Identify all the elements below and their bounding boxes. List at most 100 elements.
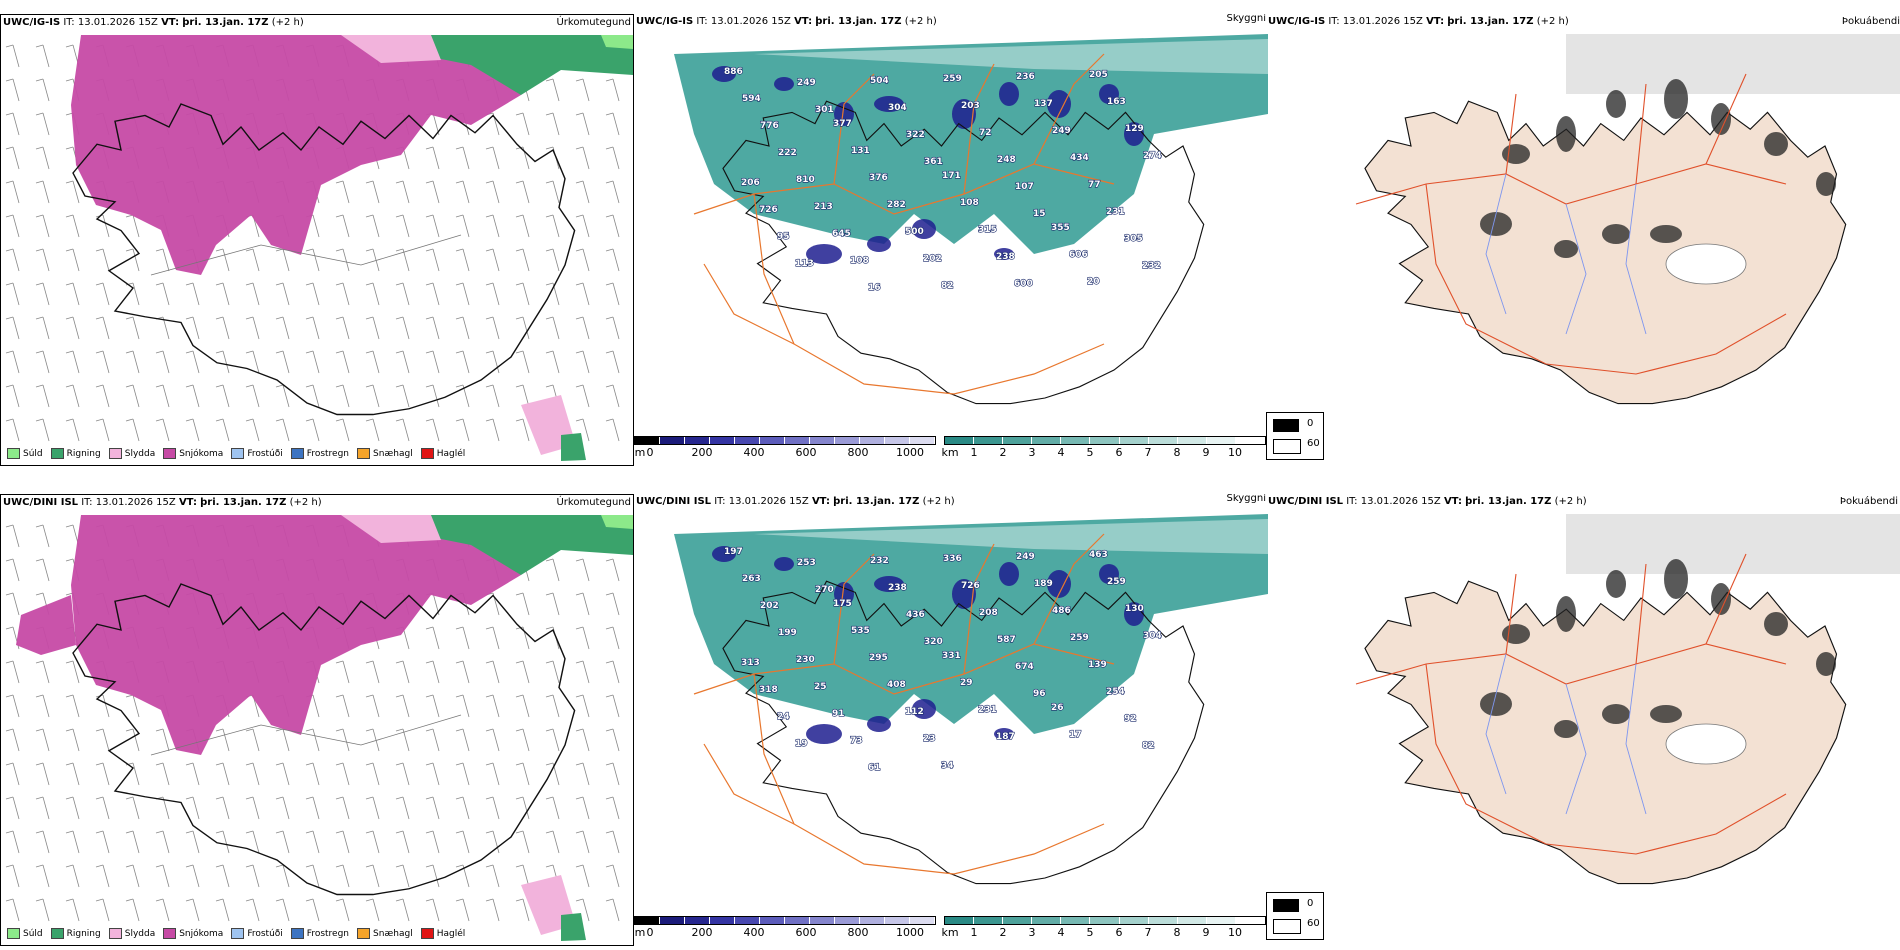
panel-header: UWC/IG-IS IT: 13.01.2026 15Z VT: þri. 13… xyxy=(1266,14,1900,30)
wind-barb xyxy=(365,248,380,272)
wind-barb xyxy=(605,694,620,718)
colorbar-swatch xyxy=(910,917,935,924)
fog-patch xyxy=(1764,132,1788,156)
legend-swatch xyxy=(231,928,245,939)
colorbar-swatch xyxy=(1206,437,1236,444)
wind-barb xyxy=(245,796,260,820)
wind-barb xyxy=(335,694,350,718)
wind-barb xyxy=(245,728,260,752)
wind-barb xyxy=(575,592,590,616)
vt-label: VT: xyxy=(1443,496,1462,507)
legend-item: Snæhagl xyxy=(357,448,413,459)
wind-barb xyxy=(455,660,470,684)
it-label: IT: xyxy=(696,16,708,27)
it-label: IT: xyxy=(81,497,93,508)
haze-area xyxy=(754,39,1268,74)
fog-index-map xyxy=(1355,34,1900,405)
river xyxy=(1565,683,1587,815)
wind-barb xyxy=(485,660,500,684)
wind-barb xyxy=(515,248,530,272)
cloud-base-label: 73 xyxy=(850,736,863,746)
wind-barb xyxy=(35,78,50,102)
wind-barb xyxy=(515,796,530,820)
wind-barb xyxy=(335,214,350,238)
wind-barb xyxy=(425,796,440,820)
colorbar-tick-label: 7 xyxy=(1144,926,1152,939)
wind-barb xyxy=(125,830,140,854)
fog-patch xyxy=(1711,103,1731,135)
road xyxy=(703,263,795,345)
colorbar-swatch xyxy=(660,437,685,444)
wind-barb xyxy=(35,796,50,820)
wind-barb xyxy=(455,214,470,238)
wind-barb xyxy=(425,694,440,718)
wind-barb xyxy=(395,796,410,820)
wind-barb xyxy=(395,762,410,786)
wind-barb xyxy=(5,248,20,272)
low-visibility-area xyxy=(674,34,1268,254)
wind-barb xyxy=(125,694,140,718)
wind-barb xyxy=(35,898,50,922)
fog-patch xyxy=(1554,720,1578,738)
road xyxy=(1705,553,1747,645)
wind-barb xyxy=(275,864,290,888)
low-cloud-patch xyxy=(952,579,976,609)
wind-barb xyxy=(215,796,230,820)
wind-barb xyxy=(275,830,290,854)
cloud-base-label: 92 xyxy=(1124,714,1137,724)
legend-item: Snæhagl xyxy=(357,928,413,939)
colorbar-tick-label: 1 xyxy=(970,446,978,459)
cloud-base-label: 230 xyxy=(796,655,815,665)
cloud-base-label: 113 xyxy=(795,259,814,269)
colorbar-swatch xyxy=(635,437,660,444)
wind-barb xyxy=(275,762,290,786)
wind-barb xyxy=(125,864,140,888)
colorbar-swatch xyxy=(835,917,860,924)
wind-barb xyxy=(35,762,50,786)
cloud-base-label: 282 xyxy=(887,200,906,210)
wind-barb xyxy=(5,78,20,102)
cloud-base-label: 139 xyxy=(1088,660,1107,670)
legend-item: Frostregn xyxy=(290,928,349,939)
wind-barb xyxy=(605,558,620,582)
cloud-base-label: 259 xyxy=(1070,633,1089,643)
wind-barb xyxy=(515,316,530,340)
road xyxy=(1033,533,1105,645)
wind-barb xyxy=(335,248,350,272)
low-cloud-patch xyxy=(999,562,1019,586)
visibility-panel-top: UWC/IG-IS IT: 13.01.2026 15Z VT: þri. 13… xyxy=(634,14,1268,466)
low-cloud-patch xyxy=(994,248,1014,260)
wind-barb xyxy=(305,830,320,854)
wind-barb xyxy=(5,762,20,786)
colorbar-swatch xyxy=(974,437,1004,444)
wind-barb xyxy=(215,282,230,306)
wind-barb xyxy=(125,316,140,340)
rivers xyxy=(1485,173,1647,335)
cloud-base-label: 253 xyxy=(797,558,816,568)
cloud-base-label: 259 xyxy=(943,74,962,84)
wind-barb xyxy=(65,214,80,238)
river xyxy=(1625,183,1647,335)
valid-time: þri. 13.jan. 17Z xyxy=(200,497,287,508)
cloud-base-label: 231 xyxy=(1106,207,1125,217)
wind-barb xyxy=(515,728,530,752)
wind-barb xyxy=(215,762,230,786)
wind-barb xyxy=(335,796,350,820)
wind-barb xyxy=(605,864,620,888)
wind-barb xyxy=(65,316,80,340)
low-cloud-patch xyxy=(999,82,1019,106)
cloud-base-label: 206 xyxy=(741,178,760,188)
cloud-base-label: 504 xyxy=(870,76,889,86)
wind-barb xyxy=(515,214,530,238)
wind-barb xyxy=(575,558,590,582)
wind-barb xyxy=(515,180,530,204)
wind-barb xyxy=(245,316,260,340)
wind-barb xyxy=(95,864,110,888)
wind-barb xyxy=(35,864,50,888)
cloud-base-label: 249 xyxy=(1016,552,1035,562)
fog-patch xyxy=(1650,225,1682,243)
wind-barb xyxy=(605,282,620,306)
wind-barb xyxy=(455,626,470,650)
legend-item: Frostregn xyxy=(290,448,349,459)
cloud-base-label: 199 xyxy=(778,628,797,638)
